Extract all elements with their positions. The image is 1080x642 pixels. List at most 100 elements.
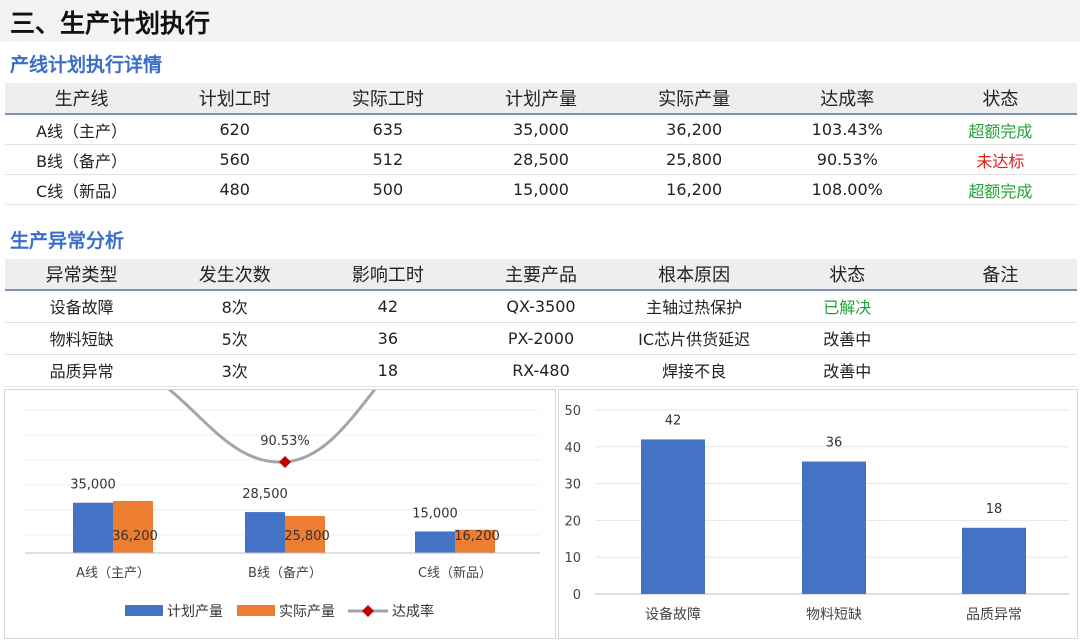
table-row: 物料短缺 5次 36 PX-2000 IC芯片供货延迟 改善中 [5,322,1077,355]
col-header: 主要产品 [464,259,618,291]
data-label-plan: 15,000 [412,506,458,521]
production-combo-chart: 35,000 36,200 A线（主产） 28,500 25,800 B线（备产） 15,0… [25,301,540,620]
cell-note [923,354,1077,387]
anomaly-table: 异常类型 发生次数 影响工时 主要产品 根本原因 状态 备注 设备故障 8次 4… [5,259,1077,387]
cell-note [923,322,1077,355]
cell-type: 设备故障 [5,290,159,323]
cell-actual-hours: 635 [311,114,465,145]
cell-product: PX-2000 [464,322,618,355]
cell-rate: 108.00% [770,174,924,205]
cell-plan-output: 15,000 [464,174,618,205]
col-header: 计划产量 [464,83,618,115]
y-tick-label: 30 [564,478,581,493]
cell-count: 3次 [158,354,312,387]
cell-plan-output: 35,000 [464,114,618,145]
bar-anomaly-hours [802,461,866,594]
cell-plan-output: 28,500 [464,144,618,175]
y-tick-label: 10 [564,551,581,566]
cell-actual-output: 16,200 [617,174,771,205]
rate-marker [279,455,291,468]
status-badge: 超额完成 [923,174,1077,205]
table-row: 设备故障 8次 42 QX-3500 主轴过热保护 已解决 [5,290,1077,323]
cell-line: A线（主产） [5,114,159,145]
bar-plan-output [245,512,285,553]
cell-cause: 焊接不良 [617,354,771,387]
cell-hours: 18 [311,354,465,387]
category-tick-label: B线（备产） [248,565,322,581]
cell-rate: 103.43% [770,114,924,145]
data-label-hours: 18 [986,502,1003,517]
rate-line [112,327,456,464]
legend-label-actual: 实际产量 [279,604,335,620]
cell-line: C线（新品） [5,174,159,205]
col-header: 计划工时 [158,83,312,115]
bar-anomaly-hours [962,527,1026,594]
col-header: 实际产量 [617,83,771,115]
cell-hours: 42 [311,290,465,323]
y-tick-label: 40 [564,441,581,456]
col-header: 影响工时 [311,259,465,291]
bar-anomaly-hours [641,439,705,594]
category-tick-label: 物料短缺 [806,607,862,623]
table-row: A线（主产） 620 635 35,000 36,200 103.43% 超额完… [5,114,1077,145]
status-badge: 未达标 [923,144,1077,175]
cell-cause: IC芯片供货延迟 [617,322,771,355]
cell-note [923,290,1077,323]
cell-type: 物料短缺 [5,322,159,355]
cell-hours: 36 [311,322,465,355]
table-row: C线（新品） 480 500 15,000 16,200 108.00% 超额完… [5,174,1077,205]
production-section-title: 产线计划执行详情 [10,54,163,76]
legend-label-plan: 计划产量 [167,604,223,620]
bar-actual-output [285,515,325,553]
col-header: 根本原因 [617,259,771,291]
bar-actual-output [455,529,495,553]
data-label-rate: 90.53% [260,434,310,449]
y-tick-label: 20 [564,514,581,529]
col-header: 状态 [923,83,1077,115]
page-title: 三、生产计划执行 [10,9,211,38]
category-tick-label: A线（主产） [76,566,150,581]
col-header: 备注 [923,259,1077,291]
production-chart-panel: 35,000 36,200 A线（主产） 28,500 25,800 B线（备产） 15,0… [4,301,556,639]
data-label-actual: 36,200 [112,529,158,544]
table-header-row: 异常类型 发生次数 影响工时 主要产品 根本原因 状态 备注 [5,259,1077,291]
category-tick-label: 品质异常 [966,607,1022,623]
data-label-hours: 36 [826,436,843,451]
col-header: 达成率 [770,83,924,115]
table-row: B线（备产） 560 512 28,500 25,800 90.53% 未达标 [5,144,1077,175]
cell-plan-hours: 480 [158,174,312,205]
cell-count: 8次 [158,290,312,323]
status-badge: 已解决 [770,290,924,323]
anomaly-section-title: 生产异常分析 [10,230,125,252]
bar-plan-output [415,531,455,553]
col-header: 实际工时 [311,83,465,115]
cell-plan-hours: 560 [158,144,312,175]
legend-label-rate: 达成率 [392,603,434,620]
cell-actual-hours: 500 [311,174,465,205]
cell-cause: 主轴过热保护 [617,290,771,323]
status-badge: 超额完成 [923,114,1077,145]
cell-plan-hours: 620 [158,114,312,145]
cell-type: 品质异常 [5,354,159,387]
data-label-actual: 25,800 [284,529,330,544]
data-label-actual: 16,200 [454,529,500,544]
bar-plan-output [73,502,113,553]
category-tick-label: 设备故障 [645,606,701,623]
cell-rate: 90.53% [770,144,924,175]
status-badge: 改善中 [770,354,924,387]
legend-swatch-rate-marker [362,605,374,617]
y-tick-label: 0 [573,588,581,603]
legend-swatch-plan [125,605,163,616]
bar-actual-output [113,501,153,553]
table-row: 品质异常 3次 18 RX-480 焊接不良 改善中 [5,354,1077,387]
cell-line: B线（备产） [5,144,159,175]
col-header: 发生次数 [158,259,312,291]
status-badge: 改善中 [770,322,924,355]
cell-product: QX-3500 [464,290,618,323]
cell-actual-output: 36,200 [617,114,771,145]
anomaly-hours-bar-chart: 0 10 20 30 40 50 42 设备故障 36 物料短缺 18 品质异常 [564,404,1069,623]
cell-actual-output: 25,800 [617,144,771,175]
production-table: 生产线 计划工时 实际工时 计划产量 实际产量 达成率 状态 A线（主产） 62… [5,83,1077,205]
table-header-row: 生产线 计划工时 实际工时 计划产量 实际产量 达成率 状态 [5,83,1077,115]
cell-actual-hours: 512 [311,144,465,175]
